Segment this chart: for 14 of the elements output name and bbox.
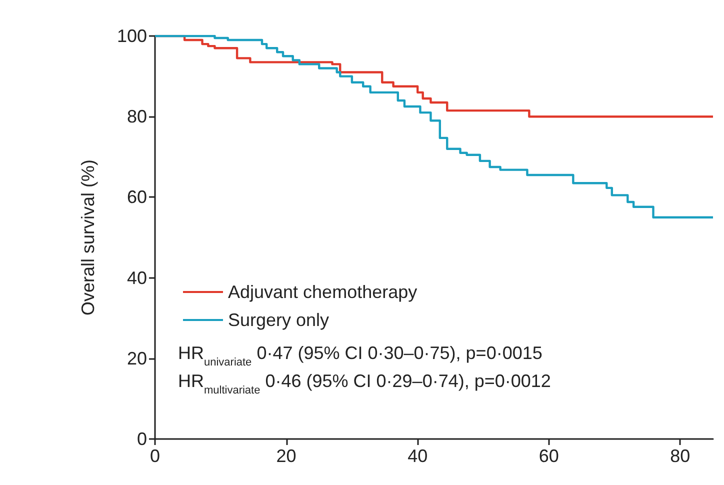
y-tick-label: 100 xyxy=(116,26,147,46)
x-tick-label: 20 xyxy=(276,446,296,466)
legend-label: Adjuvant chemotherapy xyxy=(228,282,418,302)
y-tick-label: 40 xyxy=(126,268,147,288)
x-tick-label: 80 xyxy=(670,446,690,466)
x-tick-label: 40 xyxy=(408,446,428,466)
y-axis-title: Overall survival (%) xyxy=(78,159,98,316)
x-tick-label: 0 xyxy=(150,446,160,466)
x-tick-label: 60 xyxy=(538,446,559,466)
y-tick-label: 0 xyxy=(136,429,147,449)
y-tick-label: 60 xyxy=(126,187,147,208)
y-tick-label: 80 xyxy=(126,106,147,127)
legend-label: Surgery only xyxy=(228,310,330,330)
y-tick-label: 20 xyxy=(126,348,147,368)
